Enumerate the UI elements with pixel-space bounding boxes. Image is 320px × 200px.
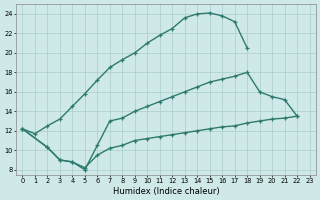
X-axis label: Humidex (Indice chaleur): Humidex (Indice chaleur): [113, 187, 219, 196]
